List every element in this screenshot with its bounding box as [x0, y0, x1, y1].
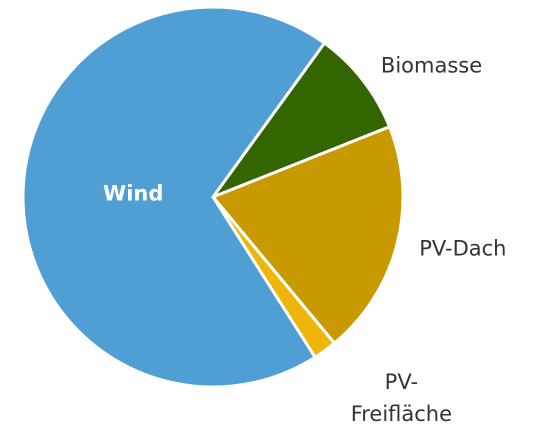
slice-label: PV- Freifläche — [351, 370, 452, 426]
pie-slice — [21, 5, 327, 389]
label-line: Freifläche — [351, 402, 452, 426]
pie-slice — [208, 40, 392, 201]
label-line: PV- — [385, 370, 418, 394]
slice-label: Wind — [103, 182, 163, 206]
pie-slice — [210, 124, 405, 346]
slice-label: PV-Dach — [419, 237, 506, 261]
slice-label: Biomasse — [381, 53, 482, 77]
